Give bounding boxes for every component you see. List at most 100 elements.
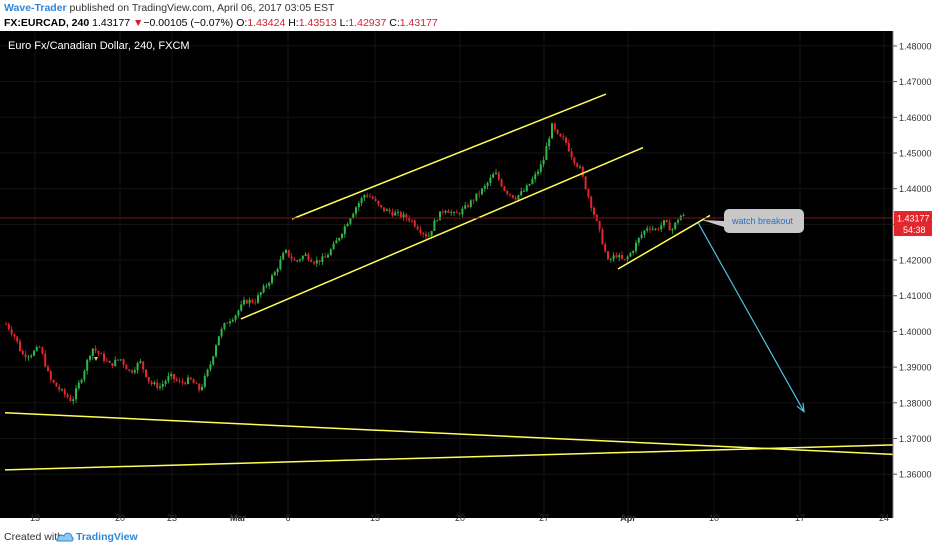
candle-body	[304, 254, 307, 256]
tradingview-brand[interactable]: TradingView	[76, 531, 138, 543]
candle-body	[5, 323, 7, 325]
candle-body	[293, 259, 296, 261]
candle-body	[16, 336, 19, 342]
candle-body	[677, 220, 679, 223]
candle-body	[161, 383, 164, 387]
candle-body	[170, 374, 173, 377]
candle-body	[363, 195, 366, 198]
candle-body	[251, 299, 254, 303]
change-arrow-icon: ▼	[133, 17, 144, 29]
candle-body	[61, 389, 63, 391]
candle-body	[19, 341, 21, 352]
candle-body	[447, 210, 450, 214]
candle-body	[598, 220, 601, 230]
trendline-channel-upper	[291, 93, 607, 220]
x-tick-label: 24	[879, 513, 889, 523]
candle-body	[618, 255, 621, 258]
candle-body	[511, 194, 514, 198]
candle-body	[651, 228, 654, 230]
candle-body	[621, 255, 623, 260]
candle-body	[103, 353, 105, 361]
projection-line	[697, 222, 805, 412]
candle-body	[467, 205, 469, 207]
candle-body	[7, 323, 10, 330]
x-tick-label: 10	[709, 513, 719, 523]
candle-body	[189, 377, 192, 380]
candle-body	[654, 228, 657, 230]
author-name[interactable]: Wave-Trader	[4, 2, 67, 14]
y-tick-label: 1.39000	[899, 363, 932, 373]
candle-body	[47, 366, 49, 371]
candle-body	[105, 360, 108, 362]
candle-body	[83, 370, 86, 380]
candle-body	[623, 259, 626, 260]
price-chart[interactable]: Euro Fx/Canadian Dollar, 240, FXCM watch…	[0, 31, 932, 524]
candle-body	[469, 200, 472, 207]
candle-body	[338, 237, 341, 241]
candle-body	[139, 361, 142, 363]
candle-body	[33, 350, 35, 356]
candle-body	[444, 210, 447, 213]
y-tick-label: 1.48000	[899, 41, 932, 51]
chart-title: Euro Fx/Canadian Dollar, 240, FXCM	[8, 40, 190, 52]
candle-body	[313, 261, 315, 264]
candle-body	[637, 237, 640, 243]
x-tick-label: 17	[795, 513, 805, 523]
candle-body	[486, 182, 489, 186]
candle-body	[371, 196, 374, 199]
candle-body	[489, 177, 492, 183]
candle-body	[271, 275, 273, 283]
candle-body	[528, 183, 531, 186]
price-change: −0.00105 (−0.07%)	[143, 17, 234, 29]
candle-body	[136, 362, 139, 371]
candle-body	[240, 304, 243, 311]
candle-body	[649, 228, 651, 230]
candle-body	[75, 388, 77, 400]
candle-body	[201, 386, 203, 391]
candle-body	[21, 351, 24, 355]
candle-body	[360, 197, 363, 204]
x-tick-label: 23	[167, 513, 177, 523]
candle-body	[24, 354, 27, 358]
trendline-wedge-lower	[4, 444, 896, 471]
y-tick-label: 1.47000	[899, 77, 932, 87]
candle-body	[181, 381, 184, 383]
candle-body	[671, 229, 674, 231]
candle-body	[327, 255, 329, 258]
trendline-channel-lower	[240, 146, 644, 320]
candle-body	[416, 226, 419, 230]
candle-body	[125, 364, 128, 370]
candle-body	[478, 193, 481, 195]
candle-body	[523, 191, 525, 192]
close-label: C:	[389, 17, 400, 29]
chart-area[interactable]: Euro Fx/Canadian Dollar, 240, FXCM watch…	[0, 31, 932, 524]
candle-body	[310, 259, 313, 262]
candle-body	[94, 348, 97, 351]
candle-body	[450, 212, 453, 214]
candle-body	[231, 319, 234, 322]
time-axis[interactable]: 13 20 23 Mar 6 13 20 27 Apr 10 17 24	[0, 513, 932, 524]
candle-body	[282, 252, 285, 260]
candle-body	[150, 381, 153, 385]
callout-box	[724, 209, 804, 233]
candle-body	[318, 260, 321, 263]
candle-body	[531, 179, 534, 184]
trendline-wedge-upper	[4, 412, 896, 456]
candle-body	[301, 255, 304, 260]
candle-body	[537, 171, 539, 175]
price-axis[interactable]: 1.480001.470001.460001.450001.440001.430…	[892, 31, 932, 524]
candle-body	[626, 256, 629, 260]
candle-body	[332, 243, 335, 250]
candle-body	[341, 234, 343, 238]
candle-body	[640, 234, 643, 238]
candle-body	[388, 209, 391, 212]
candle-body	[629, 252, 632, 257]
x-tick-label: 20	[115, 513, 125, 523]
close-value: 1.43177	[399, 17, 438, 29]
candle-body	[601, 229, 604, 245]
candle-body	[394, 212, 397, 216]
candle-body	[436, 220, 439, 222]
candle-body	[215, 345, 217, 357]
candle-body	[576, 163, 579, 167]
candle-body	[329, 249, 332, 256]
